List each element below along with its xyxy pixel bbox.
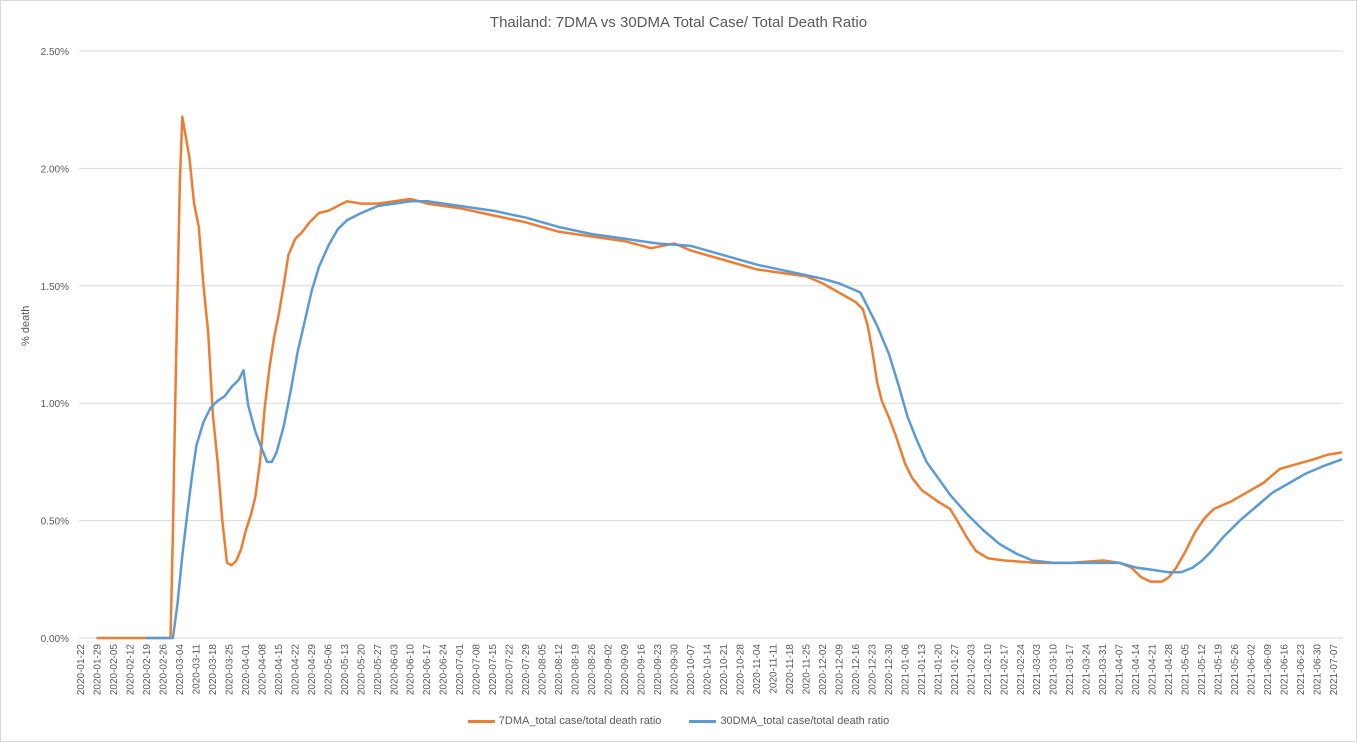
x-tick-label: 2021-02-17 (999, 644, 1010, 696)
x-tick-label: 2021-07-07 (1329, 644, 1340, 696)
x-tick-label: 2021-06-30 (1313, 644, 1324, 696)
x-tick-label: 2020-12-23 (867, 644, 878, 696)
x-tick-label: 2020-07-22 (505, 644, 516, 696)
x-tick-label: 2021-06-02 (1247, 644, 1258, 696)
y-tick-label: 0.50% (41, 517, 69, 528)
x-tick-label: 2021-01-13 (917, 644, 928, 696)
x-tick-label: 2020-05-27 (373, 644, 384, 696)
y-tick-label: 0.00% (41, 634, 69, 645)
x-tick-label: 2020-02-05 (109, 644, 120, 696)
x-tick-label: 2021-06-16 (1280, 644, 1291, 696)
x-tick-label: 2020-06-03 (389, 644, 400, 696)
x-tick-label: 2020-03-11 (191, 644, 202, 695)
x-tick-label: 2020-07-29 (521, 644, 532, 696)
x-tick-label: 2020-05-20 (356, 644, 367, 696)
x-tick-label: 2021-04-21 (1148, 644, 1159, 696)
x-tick-label: 2021-01-27 (950, 644, 961, 696)
x-tick-label: 2020-03-25 (224, 644, 235, 696)
x-tick-label: 2020-10-21 (719, 644, 730, 696)
x-tick-label: 2020-11-25 (801, 644, 812, 695)
x-tick-label: 2020-08-26 (587, 644, 598, 696)
chart-title: Thailand: 7DMA vs 30DMA Total Case/ Tota… (489, 14, 868, 31)
y-tick-label: 2.50% (41, 47, 69, 58)
x-tick-label: 2021-05-12 (1197, 644, 1208, 696)
x-tick-label: 2021-02-03 (966, 644, 977, 696)
x-tick-label: 2020-12-02 (818, 644, 829, 696)
x-tick-label: 2020-04-01 (241, 644, 252, 696)
x-tick-label: 2020-10-07 (686, 644, 697, 696)
x-tick-label: 2020-03-18 (208, 644, 219, 696)
x-tick-label: 2020-02-12 (125, 644, 136, 696)
x-tick-label: 2021-02-10 (983, 644, 994, 696)
x-tick-label: 2020-04-15 (274, 644, 285, 696)
x-tick-label: 2020-04-22 (290, 644, 301, 696)
gridlines (79, 50, 1343, 639)
x-tick-label: 2020-12-30 (884, 644, 895, 696)
x-tick-label: 2020-11-04 (752, 644, 763, 695)
x-tick-label: 2020-07-01 (455, 644, 466, 696)
x-tick-label: 2020-09-30 (670, 644, 681, 696)
x-tick-label: 2020-01-22 (76, 644, 87, 696)
x-tick-label: 2020-12-16 (851, 644, 862, 696)
x-tick-label: 2020-04-29 (307, 644, 318, 696)
x-tick-label: 2021-03-24 (1082, 644, 1093, 696)
x-tick-label: 2021-04-14 (1131, 644, 1142, 696)
x-tick-label: 2021-03-31 (1098, 644, 1109, 696)
x-tick-label: 2020-01-29 (92, 644, 103, 696)
legend-label-30dma: 30DMA_total case/total death ratio (720, 715, 890, 727)
x-tick-label: 2020-09-09 (620, 644, 631, 696)
legend-label-7dma: 7DMA_total case/total death ratio (498, 715, 662, 727)
x-tick-label: 2020-06-10 (406, 644, 417, 696)
series-30dma-line (145, 200, 1343, 640)
x-tick-label: 2020-07-08 (472, 644, 483, 696)
x-tick-label: 2021-03-03 (1032, 644, 1043, 696)
x-tick-label: 2021-02-24 (1016, 644, 1027, 696)
x-tick-label: 2020-06-17 (422, 644, 433, 696)
x-tick-label: 2020-02-19 (142, 644, 153, 696)
y-axis-ticks: 0.00% 0.50% 1.00% 1.50% 2.00% 2.50% (41, 47, 69, 645)
x-tick-label: 2021-06-09 (1263, 644, 1274, 696)
y-tick-label: 1.00% (41, 399, 69, 410)
legend: 7DMA_total case/total death ratio 30DMA_… (1, 715, 1356, 727)
x-tick-label: 2020-09-23 (653, 644, 664, 696)
x-tick-label: 2020-09-16 (637, 644, 648, 696)
legend-swatch-30dma (689, 719, 717, 723)
x-tick-label: 2020-09-02 (604, 644, 615, 696)
x-tick-label: 2020-06-24 (439, 644, 450, 696)
x-tick-label: 2020-04-08 (257, 644, 268, 696)
y-tick-label: 2.00% (41, 164, 69, 175)
x-tick-label: 2021-05-26 (1230, 644, 1241, 696)
x-tick-label: 2021-05-19 (1214, 644, 1225, 696)
x-tick-label: 2020-12-09 (834, 644, 845, 696)
x-axis-ticks: 2020-01-22 2020-01-29 2020-02-05 2020-02-12… (76, 644, 1340, 696)
x-tick-label: 2021-05-05 (1181, 644, 1192, 696)
series-7dma-line (96, 115, 1343, 640)
x-tick-label: 2021-01-06 (900, 644, 911, 696)
x-tick-label: 2020-02-26 (158, 644, 169, 696)
x-tick-label: 2021-03-10 (1049, 644, 1060, 696)
y-tick-label: 1.50% (41, 282, 69, 293)
x-tick-label: 2020-10-28 (735, 644, 746, 696)
legend-item-7dma[interactable]: 7DMA_total case/total death ratio (467, 715, 662, 727)
x-tick-label: 2020-07-15 (488, 644, 499, 696)
x-tick-label: 2020-03-04 (175, 644, 186, 696)
x-tick-label: 2021-01-20 (933, 644, 944, 696)
x-tick-label: 2021-04-07 (1115, 644, 1126, 696)
legend-swatch-7dma (467, 719, 495, 723)
x-tick-label: 2020-08-19 (571, 644, 582, 696)
x-tick-label: 2020-11-11 (768, 644, 779, 694)
x-tick-label: 2021-06-23 (1296, 644, 1307, 696)
x-tick-label: 2020-10-14 (703, 644, 714, 696)
legend-item-30dma[interactable]: 30DMA_total case/total death ratio (689, 715, 889, 727)
x-tick-label: 2020-08-12 (554, 644, 565, 696)
x-tick-label: 2020-08-05 (538, 644, 549, 696)
x-tick-label: 2020-05-06 (323, 644, 334, 696)
x-tick-label: 2020-05-13 (340, 644, 351, 696)
x-tick-label: 2021-04-28 (1164, 644, 1175, 696)
x-tick-label: 2020-11-18 (785, 644, 796, 695)
data-lines (96, 115, 1343, 640)
x-tick-label: 2021-03-17 (1065, 644, 1076, 696)
